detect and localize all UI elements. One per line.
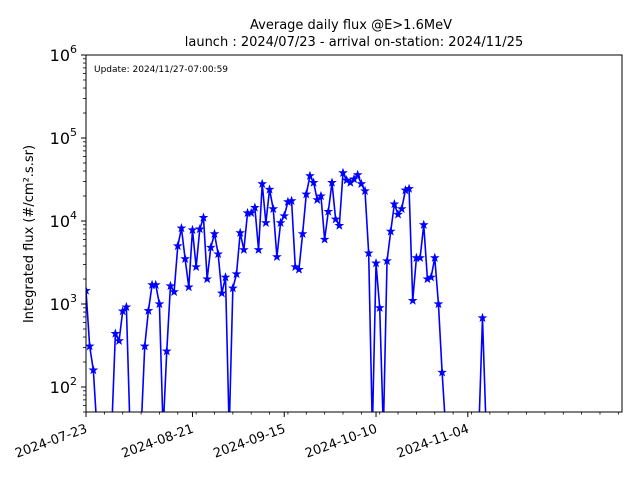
data-point-marker [172, 240, 183, 251]
data-point-marker [374, 302, 385, 312]
y-tick-label: 106 [50, 43, 77, 65]
data-point-marker [327, 177, 337, 187]
y-tick-label: 104 [50, 209, 77, 231]
plot-area [86, 167, 488, 412]
data-point-marker [418, 219, 429, 229]
data-point-marker [477, 312, 488, 323]
data-point-marker [180, 253, 190, 263]
data-point-marker [202, 273, 213, 284]
data-point-marker [154, 298, 165, 309]
data-point-marker [176, 223, 187, 233]
data-point-marker [352, 169, 363, 179]
data-point-marker [319, 234, 330, 244]
data-point-marker [139, 341, 150, 351]
data-point-marker [253, 244, 264, 254]
data-point-marker [239, 244, 249, 254]
y-tick-label: 103 [50, 292, 77, 314]
data-point-marker [286, 195, 297, 205]
y-tick-label: 105 [50, 126, 77, 148]
data-point-marker [194, 223, 205, 234]
data-point-marker [169, 286, 179, 297]
data-point-marker [363, 248, 374, 258]
chart-subtitle: launch : 2024/07/23 - arrival on-station… [185, 35, 523, 50]
y-tick-label: 102 [50, 375, 77, 397]
data-point-marker [426, 272, 436, 282]
data-point-marker [246, 207, 257, 218]
data-point-marker [198, 212, 209, 222]
data-point-marker [308, 177, 319, 187]
data-point-marker [396, 203, 407, 214]
data-point-marker [360, 185, 370, 196]
data-point-marker [407, 295, 418, 305]
data-point-marker [371, 258, 381, 268]
data-point-marker [250, 202, 260, 212]
data-point-marker [301, 189, 312, 199]
data-point-marker [220, 272, 231, 282]
data-point-marker [235, 227, 246, 237]
data-point-marker [88, 364, 99, 375]
data-point-marker [382, 255, 392, 266]
data-point-marker [323, 206, 334, 216]
data-point-marker [150, 279, 161, 290]
data-point-marker [338, 167, 348, 178]
data-point-marker [121, 301, 132, 312]
data-point-marker [330, 214, 341, 224]
data-point-marker [216, 288, 227, 298]
data-point-marker [385, 226, 396, 236]
data-point-marker [209, 228, 220, 238]
data-point-marker [429, 252, 440, 262]
data-point-marker [117, 306, 128, 316]
data-point-marker [191, 261, 201, 272]
data-point-marker [272, 251, 282, 261]
data-point-marker [110, 328, 121, 338]
data-point-marker [183, 281, 194, 292]
data-point-marker [415, 252, 425, 262]
data-point-marker [279, 210, 290, 221]
data-point-marker [165, 280, 176, 291]
chart-title: Average daily flux @E>1.6MeV [250, 18, 452, 33]
data-point-marker [264, 184, 275, 194]
data-point-marker [389, 198, 400, 209]
data-point-marker [114, 335, 124, 345]
data-point-marker [297, 228, 308, 238]
data-point-marker [316, 190, 326, 201]
update-annotation: Update: 2024/11/27-07:00:59 [94, 65, 228, 75]
data-point-marker [187, 224, 198, 235]
data-point-marker [349, 173, 359, 184]
data-point-marker [393, 209, 403, 219]
data-point-marker [404, 183, 414, 193]
data-point-marker [305, 170, 315, 180]
data-point-marker [275, 217, 286, 227]
y-axis-label: Integrated flux (#/cm².s.sr) [22, 145, 37, 323]
data-point-marker [268, 203, 279, 214]
data-point-marker [437, 367, 447, 377]
y-axis: 102 103 104 105 106 [50, 43, 86, 413]
data-point-marker [205, 242, 216, 252]
data-point-marker [213, 248, 224, 259]
data-point-marker [161, 346, 172, 356]
series-markers [86, 167, 488, 377]
data-point-marker [86, 285, 91, 295]
data-point-marker [334, 220, 345, 230]
data-point-marker [86, 341, 95, 351]
data-point-marker [257, 178, 268, 189]
data-point-marker [227, 283, 238, 293]
data-point-marker [294, 264, 304, 274]
data-point-marker [143, 305, 154, 315]
data-point-marker [356, 178, 367, 189]
data-point-marker [261, 217, 271, 227]
data-point-marker [433, 298, 444, 309]
data-point-marker [231, 268, 242, 279]
